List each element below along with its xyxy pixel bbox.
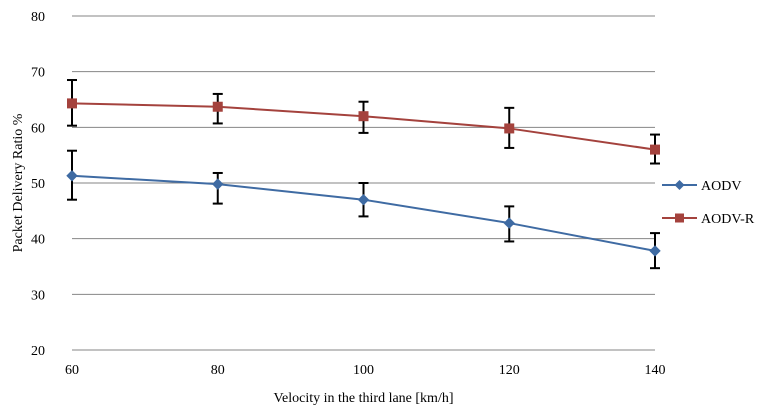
legend-marker [675,213,684,223]
data-point [358,111,369,122]
series-aodv [66,149,661,270]
series-aodv-r [67,79,660,165]
data-point [212,178,224,190]
x-tick-label: 100 [353,363,374,378]
data-point [212,101,223,112]
x-tick-label: 80 [211,363,225,378]
legend-item-aodv-r: AODV-R [662,212,755,227]
legend-label: AODV-R [701,212,755,227]
x-axis-title: Velocity in the third lane [km/h] [273,391,453,406]
legend-marker [674,180,685,190]
data-point [504,123,515,134]
y-tick-label: 20 [31,344,45,359]
x-tick-label: 140 [645,363,666,378]
x-tick-label: 120 [499,363,520,378]
x-axis-tick-labels: 60 80 100 120 140 [65,363,666,378]
y-tick-label: 40 [31,233,45,248]
y-tick-label: 50 [31,177,45,192]
data-point [67,98,77,109]
y-tick-label: 60 [31,121,45,136]
y-tick-label: 30 [31,288,45,303]
y-axis-title: Packet Delivery Ratio % [11,113,26,252]
data-point [503,217,515,229]
data-point [649,245,661,257]
legend-item-aodv: AODV [662,179,741,194]
y-tick-label: 80 [31,10,45,25]
x-tick-label: 60 [65,363,79,378]
data-point [650,144,660,155]
series-layer [66,79,661,270]
legend-label: AODV [701,179,741,194]
data-point [357,193,370,206]
y-tick-label: 70 [31,66,45,81]
gridlines [72,15,655,295]
data-point [66,170,78,182]
y-axis-tick-labels: 20 30 40 50 60 70 80 [31,10,45,359]
legend: AODV AODV-R [662,179,755,227]
